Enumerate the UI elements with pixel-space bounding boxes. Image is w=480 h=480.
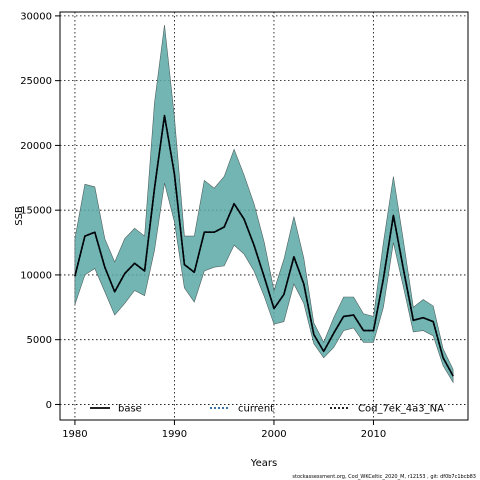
- axes: 1980 1990 2000 2010 0 5000 10000 15000 20000 2500…: [20, 11, 469, 440]
- y-tick-label: 25000: [20, 76, 52, 87]
- y-tick-label: 15000: [20, 206, 52, 217]
- x-tick-label: 2010: [361, 429, 386, 440]
- x-axis-title: Years: [250, 458, 277, 469]
- series-lines-layer: [74, 114, 454, 377]
- legend-label-current: current: [238, 404, 274, 415]
- y-tick-label: 10000: [20, 270, 52, 281]
- x-tick-label: 1990: [162, 429, 187, 440]
- y-tick-label: 5000: [27, 335, 52, 346]
- y-axis-title: SSB: [14, 206, 25, 226]
- series-line-Cod_7ek_4a3_NA: [74, 114, 454, 377]
- grid-lines: [60, 12, 468, 420]
- confidence-band: [74, 24, 454, 384]
- plot-frame: [59, 11, 469, 421]
- x-tick-label: 1980: [62, 429, 87, 440]
- y-tick-label: 30000: [20, 11, 52, 22]
- x-tick-label: 2000: [261, 429, 286, 440]
- source-caption: stockassessment.org, Cod_WKCeltic_2020_M…: [292, 474, 476, 480]
- confidence-band-layer: [74, 24, 454, 384]
- legend-label-Cod_7ek_4a3_NA: Cod_7ek_4a3_NA: [358, 404, 444, 415]
- y-tick-label: 20000: [20, 141, 52, 152]
- y-tick-label: 0: [46, 400, 52, 411]
- legend-label-base: base: [118, 404, 142, 415]
- legend: base current Cod_7ek_4a3_NA: [90, 404, 444, 415]
